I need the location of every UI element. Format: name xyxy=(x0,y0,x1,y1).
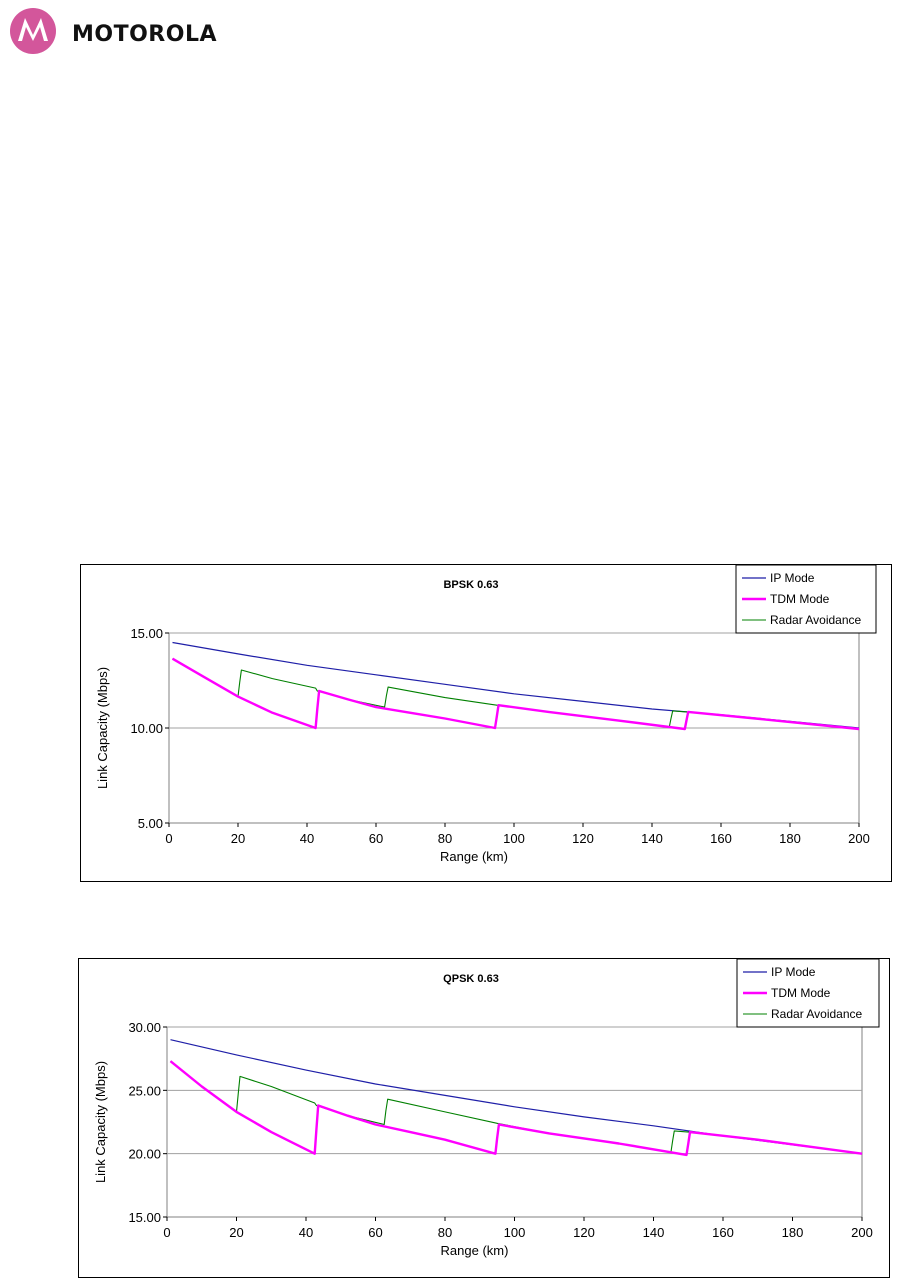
x-tick-label: 120 xyxy=(572,831,594,846)
y-tick-label: 25.00 xyxy=(128,1083,161,1098)
x-tick-label: 140 xyxy=(641,831,663,846)
y-axis-label: Link Capacity (Mbps) xyxy=(93,1061,108,1183)
x-tick-label: 40 xyxy=(300,831,314,846)
y-tick-label: 15.00 xyxy=(130,626,163,641)
x-tick-label: 120 xyxy=(573,1225,595,1240)
bpsk-chart-svg: BPSK 0.63 5.00 10.00 15.00 0 20 40 60 80 100 120 14… xyxy=(95,564,877,864)
x-axis-label: Range (km) xyxy=(440,849,508,864)
x-tick-label: 200 xyxy=(851,1225,873,1240)
qpsk-chart: QPSK 0.63 15.00 20.00 25.00 30.00 0 20 40 60 80 10… xyxy=(78,958,890,1278)
x-tick-label: 20 xyxy=(229,1225,243,1240)
series-line-radar-avoidance xyxy=(172,658,860,730)
series-line-tdm-mode xyxy=(169,1060,863,1157)
y-tick-label: 20.00 xyxy=(128,1147,161,1162)
x-tick-label: 80 xyxy=(438,831,452,846)
y-tick-label: 10.00 xyxy=(130,721,163,736)
series-line-radar-avoidance xyxy=(170,1060,863,1155)
x-tick-label: 200 xyxy=(848,831,870,846)
x-tick-label: 180 xyxy=(782,1225,804,1240)
x-axis-label: Range (km) xyxy=(441,1243,509,1258)
x-tick-label: 180 xyxy=(779,831,801,846)
header: MOTOROLA xyxy=(10,8,270,58)
y-tick-label: 15.00 xyxy=(128,1210,161,1225)
qpsk-chart-svg: QPSK 0.63 15.00 20.00 25.00 30.00 0 20 40 60 80 10… xyxy=(93,958,880,1258)
legend-label: TDM Mode xyxy=(770,592,830,606)
legend-label: Radar Avoidance xyxy=(770,613,862,627)
chart-title: BPSK 0.63 xyxy=(443,579,498,591)
y-axis-label: Link Capacity (Mbps) xyxy=(95,667,110,789)
x-tick-label: 80 xyxy=(438,1225,452,1240)
legend-label: IP Mode xyxy=(770,571,815,585)
x-tick-label: 160 xyxy=(712,1225,734,1240)
x-tick-label: 100 xyxy=(503,831,525,846)
x-tick-label: 60 xyxy=(369,831,383,846)
chart-title: QPSK 0.63 xyxy=(443,973,499,985)
legend-label: TDM Mode xyxy=(771,986,831,1000)
x-tick-label: 100 xyxy=(504,1225,526,1240)
x-tick-label: 0 xyxy=(165,831,172,846)
y-tick-label: 5.00 xyxy=(138,816,163,831)
brand-name: MOTOROLA xyxy=(72,22,217,47)
x-tick-label: 0 xyxy=(163,1225,170,1240)
series-line-tdm-mode xyxy=(171,657,860,731)
x-tick-label: 140 xyxy=(643,1225,665,1240)
x-tick-label: 40 xyxy=(299,1225,313,1240)
legend-label: Radar Avoidance xyxy=(771,1007,863,1021)
legend-label: IP Mode xyxy=(771,965,816,979)
x-tick-label: 20 xyxy=(231,831,245,846)
bpsk-chart: BPSK 0.63 5.00 10.00 15.00 0 20 40 60 80 100 120 14… xyxy=(80,564,892,882)
x-tick-label: 160 xyxy=(710,831,732,846)
plot-area xyxy=(166,1026,863,1218)
motorola-batwing-icon xyxy=(10,8,56,54)
y-tick-label: 30.00 xyxy=(128,1020,161,1035)
x-tick-label: 60 xyxy=(368,1225,382,1240)
